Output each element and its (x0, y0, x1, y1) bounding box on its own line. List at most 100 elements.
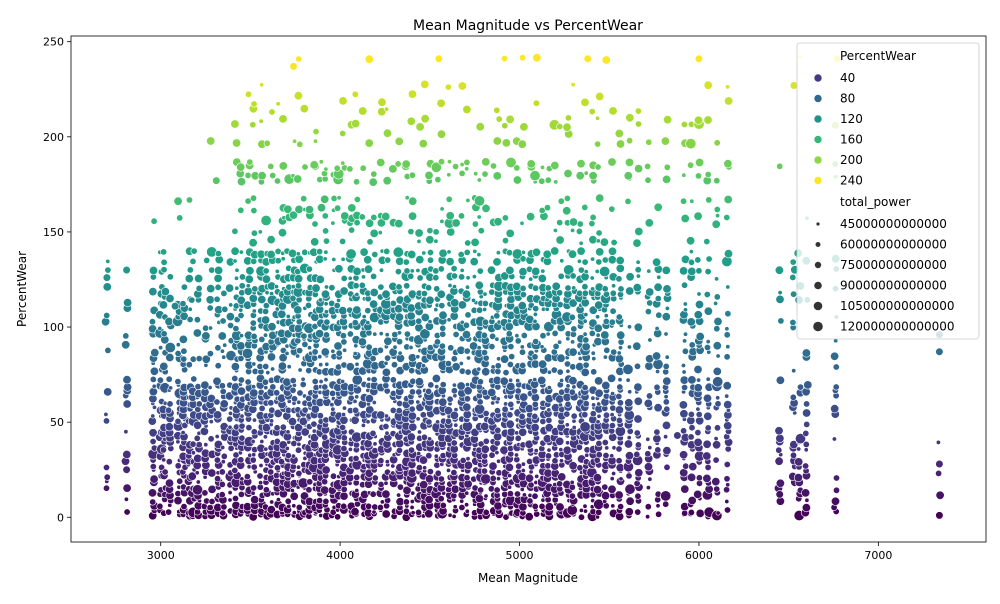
scatter-point (568, 376, 578, 386)
scatter-point (461, 330, 471, 340)
legend-hue-entries: 40 80 120 160 200 240 (813, 71, 863, 188)
scatter-point (646, 299, 654, 307)
scatter-point (577, 266, 585, 274)
scatter-point (624, 197, 632, 205)
scatter-point (643, 462, 653, 472)
scatter-point (562, 445, 572, 455)
scatter-point (600, 330, 610, 340)
scatter-point (592, 473, 602, 483)
scatter-point (320, 347, 330, 357)
scatter-point (382, 176, 392, 186)
scatter-point (644, 308, 652, 316)
scatter-point (192, 484, 204, 496)
scatter-point (342, 347, 348, 353)
scatter-point (382, 128, 392, 138)
scatter-point (396, 399, 404, 407)
scatter-point (789, 393, 797, 401)
scatter-point (725, 84, 731, 90)
scatter-point (186, 266, 194, 274)
scatter-point (221, 305, 229, 313)
scatter-point (687, 508, 695, 516)
scatter-point (273, 464, 281, 472)
scatter-point (595, 238, 601, 244)
scatter-point (301, 163, 309, 171)
scatter-point (252, 417, 258, 423)
scatter-point (517, 472, 527, 482)
scatter-point (311, 348, 319, 356)
scatter-point (231, 374, 239, 382)
scatter-point (682, 462, 690, 470)
scatter-point (340, 502, 348, 510)
scatter-point (601, 438, 609, 446)
scatter-point (702, 393, 712, 403)
scatter-point (296, 389, 304, 397)
scatter-point (102, 282, 112, 292)
scatter-point (237, 376, 245, 384)
scatter-point (220, 459, 226, 465)
scatter-point (693, 437, 703, 447)
scatter-point (695, 474, 703, 482)
scatter-point (615, 392, 623, 400)
scatter-point (462, 321, 470, 329)
scatter-point (243, 473, 251, 481)
scatter-point (219, 387, 227, 395)
scatter-point (458, 360, 464, 366)
scatter-point (789, 318, 797, 326)
scatter-point (679, 375, 689, 385)
scatter-point (775, 478, 785, 488)
scatter-point (376, 410, 386, 420)
scatter-point (563, 194, 571, 202)
scatter-point (551, 281, 561, 291)
scatter-point (625, 377, 631, 383)
scatter-point (686, 236, 696, 246)
scatter-point (679, 409, 689, 419)
scatter-point (451, 218, 461, 228)
scatter-point (164, 422, 174, 432)
scatter-point (538, 359, 548, 369)
scatter-point (607, 157, 617, 167)
scatter-point (157, 325, 163, 331)
scatter-point (433, 461, 441, 469)
scatter-point (102, 273, 111, 282)
scatter-point (582, 331, 588, 337)
scatter-point (149, 437, 157, 445)
scatter-point (518, 502, 528, 512)
scatter-point (353, 178, 361, 186)
scatter-point (165, 478, 175, 488)
scatter-point (663, 394, 669, 400)
scatter-point (568, 217, 578, 227)
scatter-point (180, 283, 188, 291)
scatter-point (438, 302, 446, 310)
scatter-point (661, 420, 671, 430)
scatter-point (404, 195, 410, 201)
scatter-point (323, 309, 329, 315)
scatter-point (703, 80, 713, 90)
y-tick-label: 0 (57, 511, 64, 524)
scatter-point (634, 492, 642, 500)
scatter-point (519, 291, 527, 299)
legend-hue-title: PercentWear (840, 49, 916, 63)
scatter-point (506, 490, 514, 498)
scatter-point (711, 477, 721, 487)
scatter-point (406, 303, 416, 313)
scatter-point (225, 312, 235, 322)
scatter-point (425, 418, 433, 426)
scatter-point (680, 484, 690, 494)
scatter-point (539, 344, 545, 350)
scatter-point (381, 289, 391, 299)
scatter-point (437, 475, 445, 483)
scatter-point (316, 248, 324, 256)
scatter-point (219, 509, 227, 517)
scatter-point (575, 227, 583, 235)
scatter-point (452, 163, 460, 171)
scatter-point (588, 108, 596, 116)
legend-hue-label: 40 (840, 71, 855, 85)
scatter-point (464, 508, 470, 514)
scatter-point (158, 463, 166, 471)
scatter-point (409, 268, 415, 274)
scatter-point (557, 339, 563, 345)
scatter-point (507, 484, 513, 490)
scatter-point (615, 313, 623, 321)
scatter-point (450, 355, 458, 363)
scatter-point (274, 257, 282, 265)
